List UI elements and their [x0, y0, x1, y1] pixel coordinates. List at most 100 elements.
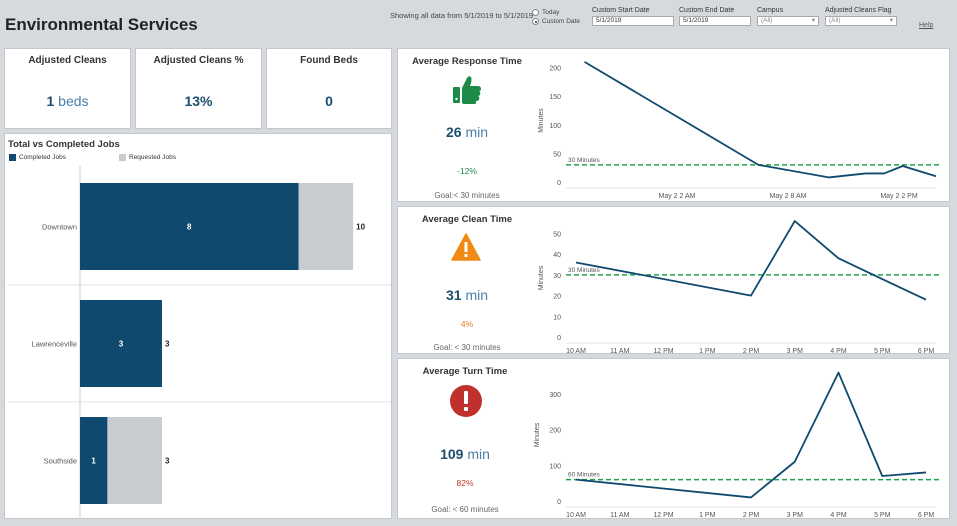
- bar-completed: [80, 300, 162, 387]
- y-tick-label: 50: [553, 151, 561, 158]
- alert-circle-icon: [450, 385, 482, 417]
- goal-line-label: 60 Minutes: [568, 472, 601, 479]
- kpi-found-beds: Found Beds 0: [266, 48, 392, 129]
- radio-today[interactable]: Today: [532, 9, 559, 16]
- metric-pct: -12%: [457, 166, 477, 176]
- metric-value: 26 min: [398, 124, 536, 140]
- series-line: [584, 61, 937, 179]
- kpi-title: Found Beds: [300, 55, 358, 66]
- legend-label: Completed Jobs: [19, 154, 66, 161]
- x-tick-label: 4 PM: [830, 512, 847, 518]
- y-tick-label: 10: [553, 314, 561, 321]
- radio-custom-date[interactable]: Custom Date: [532, 18, 580, 25]
- end-date-input[interactable]: 5/1/2019: [679, 16, 751, 26]
- y-tick-label: 100: [549, 463, 561, 470]
- y-tick-label: 100: [549, 123, 561, 130]
- metric-panel-clean: Average Clean Time 31 min 4% Goal: < 30 …: [397, 206, 950, 354]
- campus-value: (All): [761, 17, 773, 24]
- metric-goal: Goal: < 60 minutes: [431, 505, 499, 514]
- x-tick-label: 2 PM: [743, 348, 760, 353]
- y-tick-label: 200: [549, 428, 561, 435]
- metric-title: Average Clean Time: [421, 214, 513, 225]
- x-tick-label: 4 PM: [830, 348, 847, 353]
- y-tick-label: 150: [549, 94, 561, 101]
- y-axis-label: Minutes: [534, 422, 541, 447]
- kpi-value: 0: [325, 93, 333, 109]
- thumbs-up-icon: [453, 76, 481, 104]
- chevron-down-icon: ▾: [811, 17, 815, 24]
- category-label: Lawrenceville: [32, 340, 77, 349]
- x-tick-label: 11 AM: [610, 512, 629, 518]
- end-date-label: Custom End Date: [679, 7, 735, 14]
- metric-panel-turn: Average Turn Time 109 min 82% Goal: < 60…: [397, 358, 950, 519]
- metric-value: 109 min: [398, 446, 532, 462]
- kpi-title: Adjusted Cleans %: [153, 55, 244, 66]
- radio-dot-icon: [532, 9, 539, 16]
- adjusted-cleans-flag-select[interactable]: (All) ▾: [825, 16, 897, 26]
- goal-line-label: 30 Minutes: [568, 267, 601, 274]
- y-tick-label: 300: [549, 392, 561, 399]
- page-title: Environmental Services: [5, 15, 198, 34]
- y-tick-label: 200: [549, 66, 561, 73]
- radio-custom-label: Custom Date: [542, 18, 580, 25]
- start-date-label: Custom Start Date: [592, 7, 650, 14]
- response-time-chart: 0 50 100 150 200 Minutes May 2 2 AM May 2 8 AM M…: [538, 61, 942, 200]
- y-tick-label: 40: [553, 252, 561, 259]
- x-tick-label: May 2 8 AM: [770, 193, 807, 200]
- help-link[interactable]: Help: [919, 22, 934, 29]
- y-tick-label: 0: [557, 180, 561, 187]
- series-line: [575, 220, 927, 301]
- legend-item-completed: Completed Jobs: [9, 154, 66, 161]
- metric-value: 31 min: [398, 287, 536, 303]
- metric-goal: Goal: < 30 minutes: [433, 343, 501, 352]
- jobs-chart-title: Total vs Completed Jobs: [8, 139, 120, 150]
- flag-label: Adjusted Cleans Flag: [825, 7, 892, 14]
- x-tick-label: 6 PM: [918, 512, 935, 518]
- bar-completed: [80, 417, 108, 504]
- y-tick-label: 0: [557, 499, 561, 506]
- x-tick-label: May 2 2 PM: [880, 193, 918, 200]
- metric-number: 26: [445, 124, 462, 140]
- category-label: Southside: [44, 457, 77, 466]
- kpi-title: Adjusted Cleans: [28, 55, 107, 66]
- radio-today-label: Today: [542, 9, 560, 16]
- start-date-input[interactable]: 5/1/2019: [592, 16, 674, 26]
- y-axis-label: Minutes: [538, 108, 545, 133]
- radio-dot-selected-icon: [532, 18, 539, 25]
- kpi-number: 1: [46, 93, 55, 109]
- kpi-value: 13%: [184, 93, 213, 109]
- category-label: Downtown: [42, 223, 77, 232]
- y-tick-label: 50: [553, 231, 561, 238]
- x-tick-label: 6 PM: [918, 348, 935, 353]
- jobs-bar-chart: Downtown 8 10 Lawrenceville 3 3 Southside 1 3: [7, 166, 391, 518]
- data-label-requested: 3: [165, 340, 170, 349]
- data-label-completed: 3: [119, 340, 124, 349]
- metric-number: 31: [445, 287, 462, 303]
- data-label-completed: 8: [187, 223, 192, 232]
- metric-title: Average Turn Time: [422, 366, 508, 377]
- kpi-value: 1 beds: [5, 93, 130, 109]
- series-line: [575, 371, 927, 499]
- flag-value: (All): [829, 17, 841, 24]
- date-range-text: Showing all data from 5/1/2019 to 5/1/20…: [390, 11, 534, 20]
- data-label-completed: 1: [91, 457, 96, 466]
- jobs-chart-panel: Total vs Completed Jobs Completed Jobs R…: [4, 133, 392, 519]
- x-tick-label: 5 PM: [874, 348, 891, 353]
- legend-label: Requested Jobs: [129, 154, 176, 161]
- kpi-adjusted-cleans-pct: Adjusted Cleans % 13%: [135, 48, 262, 129]
- x-tick-label: 11 AM: [610, 348, 629, 353]
- goal-line-label: 30 Minutes: [568, 157, 601, 164]
- campus-select[interactable]: (All) ▾: [757, 16, 819, 26]
- turn-time-chart: 0 100 200 300 Minutes 10 AM 11 AM 12 PM 1 PM 2 PM…: [534, 371, 942, 518]
- chevron-down-icon: ▾: [889, 17, 893, 24]
- warning-icon: [451, 233, 481, 261]
- y-axis-label: Minutes: [538, 265, 545, 290]
- metric-unit: min: [467, 446, 490, 462]
- metric-panel-response: Average Response Time 26 min -12% Goal:<…: [397, 48, 950, 202]
- metric-goal: Goal:< 30 minutes: [434, 191, 500, 200]
- metric-number: 109: [440, 446, 464, 462]
- metric-pct: 82%: [456, 478, 474, 488]
- x-tick-label: 3 PM: [787, 512, 804, 518]
- legend-item-requested: Requested Jobs: [119, 154, 176, 161]
- x-tick-label: 1 PM: [699, 512, 716, 518]
